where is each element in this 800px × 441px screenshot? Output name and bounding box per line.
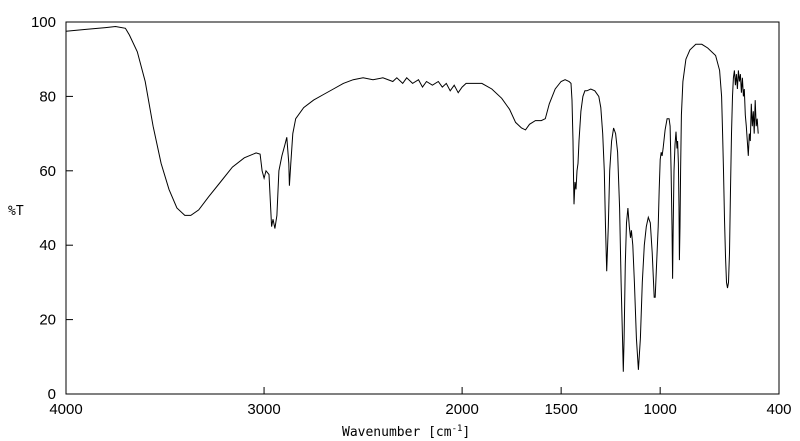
spectrum-line: [65, 25, 759, 372]
x-axis-ticks: 4000 3000 2000 1500 1000 400: [49, 387, 792, 418]
y-tick-label: 40: [39, 237, 56, 254]
x-axis-title-superscript: -1: [452, 424, 463, 434]
x-tick-label: 3000: [247, 401, 280, 418]
y-tick-label: 0: [48, 386, 56, 403]
x-tick-label: 1500: [544, 401, 577, 418]
y-tick-label: 80: [39, 88, 56, 105]
x-axis-title-close: ]: [462, 425, 470, 440]
y-tick-label: 20: [39, 312, 56, 329]
y-axis-ticks: 0 20 40 60 80 100: [31, 14, 73, 403]
x-tick-label: 400: [766, 401, 791, 418]
x-tick-label: 4000: [49, 401, 82, 418]
plot-frame: [65, 21, 780, 395]
x-axis-title-main: Wavenumber [cm: [342, 425, 452, 440]
x-tick-label: 1000: [643, 401, 676, 418]
y-tick-label: 100: [31, 14, 56, 31]
y-tick-label: 60: [39, 163, 56, 180]
x-tick-label: 2000: [445, 401, 478, 418]
y-axis-title: %T: [8, 204, 24, 219]
x-axis-title: Wavenumber [cm-1]: [342, 424, 470, 440]
